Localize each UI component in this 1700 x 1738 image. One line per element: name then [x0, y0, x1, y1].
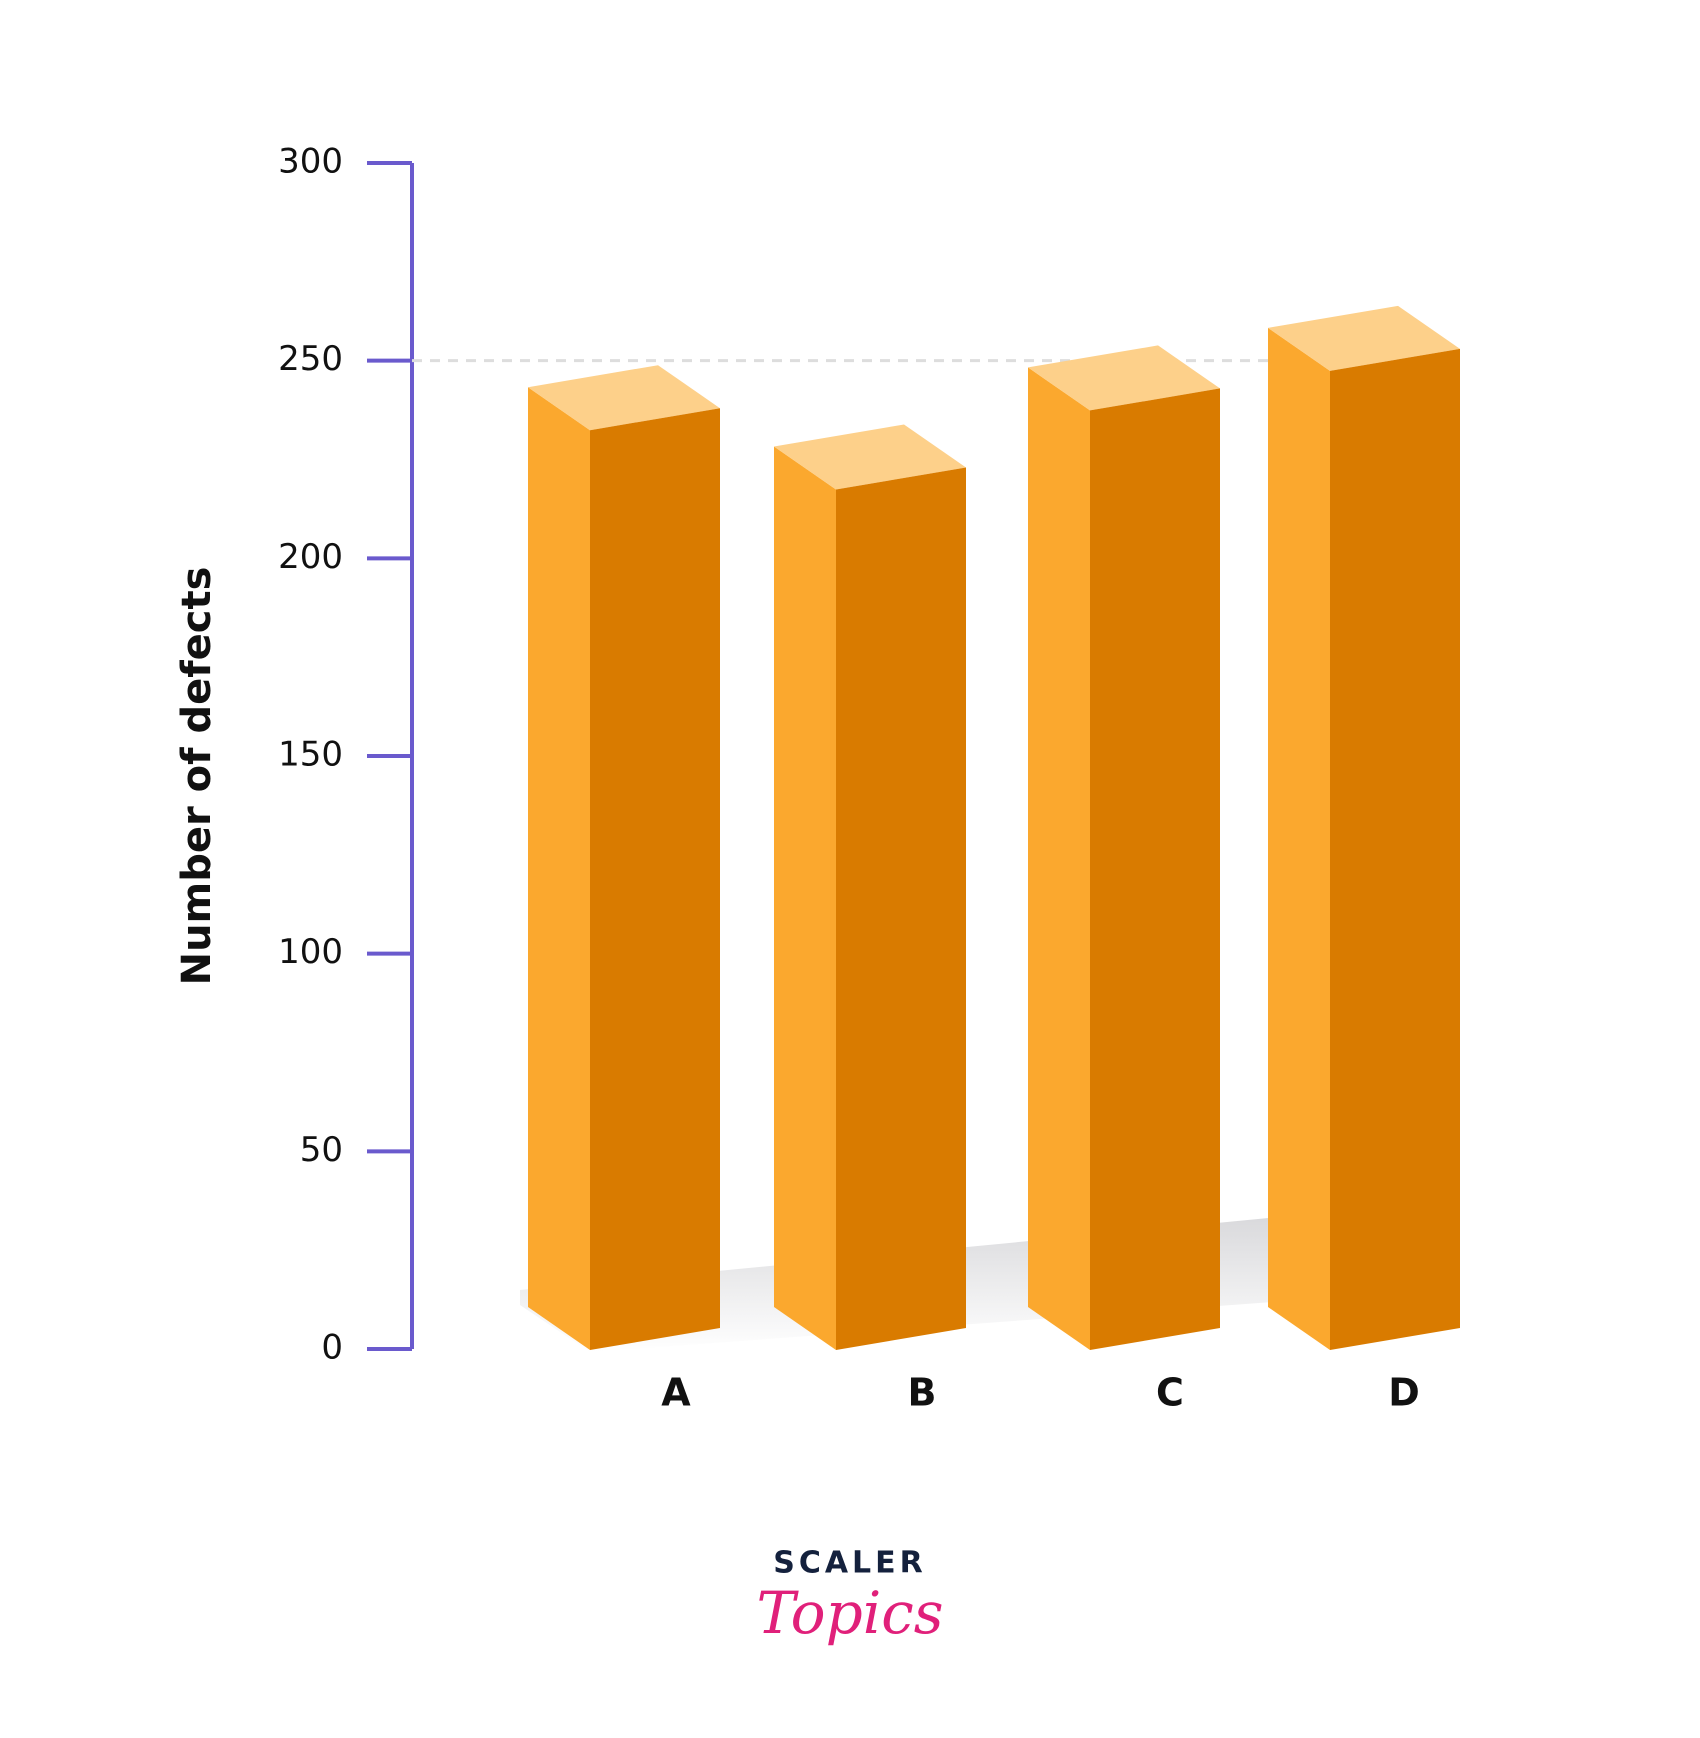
y-tick-label: 200 — [278, 537, 343, 577]
bar-front — [1330, 348, 1460, 1350]
bar-side — [774, 446, 836, 1350]
y-tick-label: 300 — [278, 142, 343, 182]
y-tick-label: 0 — [321, 1328, 343, 1368]
bar-top — [528, 365, 720, 431]
bar-front — [836, 467, 966, 1350]
bar-top — [1028, 345, 1220, 411]
bar-layer: A B C D — [528, 305, 1460, 1415]
bar-top — [774, 424, 966, 490]
x-tick-label: B — [908, 1371, 937, 1415]
y-axis-title: Number of defects — [174, 567, 220, 986]
bar-side — [1028, 367, 1090, 1350]
y-tick-label: 150 — [278, 735, 343, 775]
bar-side — [1268, 327, 1330, 1350]
x-tick-label: D — [1388, 1371, 1420, 1415]
logo-bottom: Topics — [756, 1579, 943, 1647]
y-tick-label: 250 — [278, 339, 343, 379]
bar-front — [1090, 388, 1220, 1350]
bar-top — [1268, 305, 1460, 371]
y-tick-label: 100 — [278, 932, 343, 972]
x-tick-label: A — [661, 1371, 691, 1415]
bar-side — [528, 387, 590, 1350]
logo-top: SCALER — [773, 1546, 927, 1581]
x-tick-label: C — [1156, 1371, 1184, 1415]
y-tick-label: 50 — [300, 1130, 343, 1170]
bar-front — [590, 408, 720, 1350]
grid-layer: 0 50 100 150 200 250 300 — [278, 142, 1275, 1368]
